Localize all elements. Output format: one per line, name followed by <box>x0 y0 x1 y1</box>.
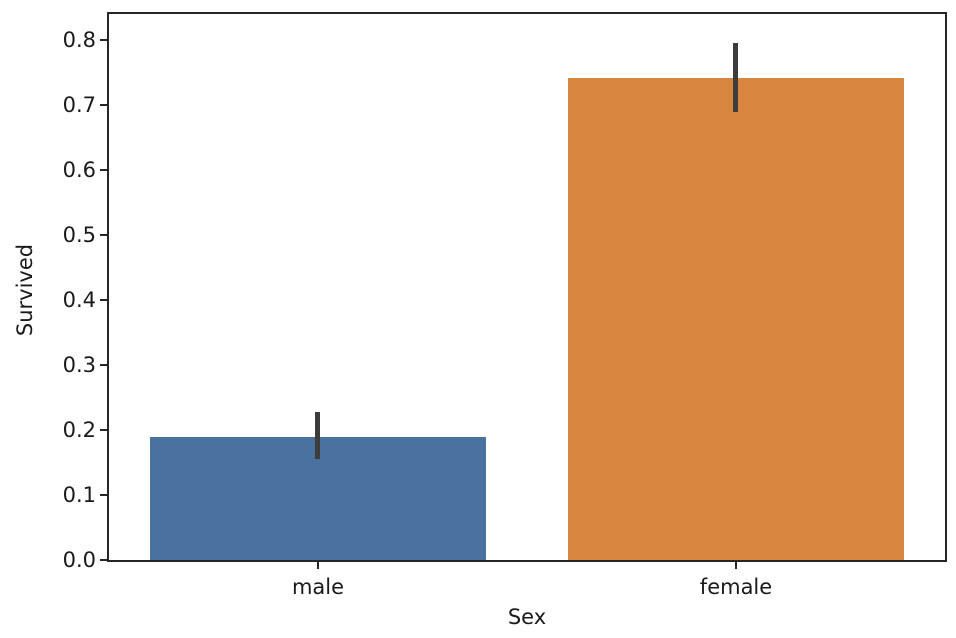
y-tick-label: 0.0 <box>62 548 96 572</box>
y-tick-mark <box>100 364 107 366</box>
error-bar-male <box>315 411 320 460</box>
y-tick-label: 0.3 <box>62 353 96 377</box>
axes: Sex 0.0 0.1 0.2 0.3 0.4 0.5 0.6 0.7 0.8 male femal… <box>63 12 947 629</box>
x-axis-label: Sex <box>507 605 547 629</box>
error-bar-female <box>733 43 738 112</box>
y-tick-mark <box>100 299 107 301</box>
y-tick-label: 0.2 <box>62 418 96 442</box>
y-tick-mark <box>100 169 107 171</box>
y-axis-label: Survived <box>13 243 37 337</box>
y-tick-mark <box>100 234 107 236</box>
x-tick-mark <box>735 562 737 569</box>
y-tick-mark <box>100 39 107 41</box>
y-tick-mark <box>100 494 107 496</box>
y-tick-label: 0.8 <box>62 28 96 52</box>
y-tick-mark <box>100 559 107 561</box>
y-tick-label: 0.5 <box>62 223 96 247</box>
y-tick-label: 0.7 <box>62 93 96 117</box>
x-tick-label: male <box>291 575 345 599</box>
y-tick-label: 0.1 <box>62 483 96 507</box>
y-tick-label: 0.6 <box>62 158 96 182</box>
y-tick-mark <box>100 429 107 431</box>
x-tick-mark <box>317 562 319 569</box>
bar-female <box>568 77 904 560</box>
y-tick-label: 0.4 <box>62 288 96 312</box>
y-tick-mark <box>100 104 107 106</box>
x-tick-label: female <box>699 575 773 599</box>
